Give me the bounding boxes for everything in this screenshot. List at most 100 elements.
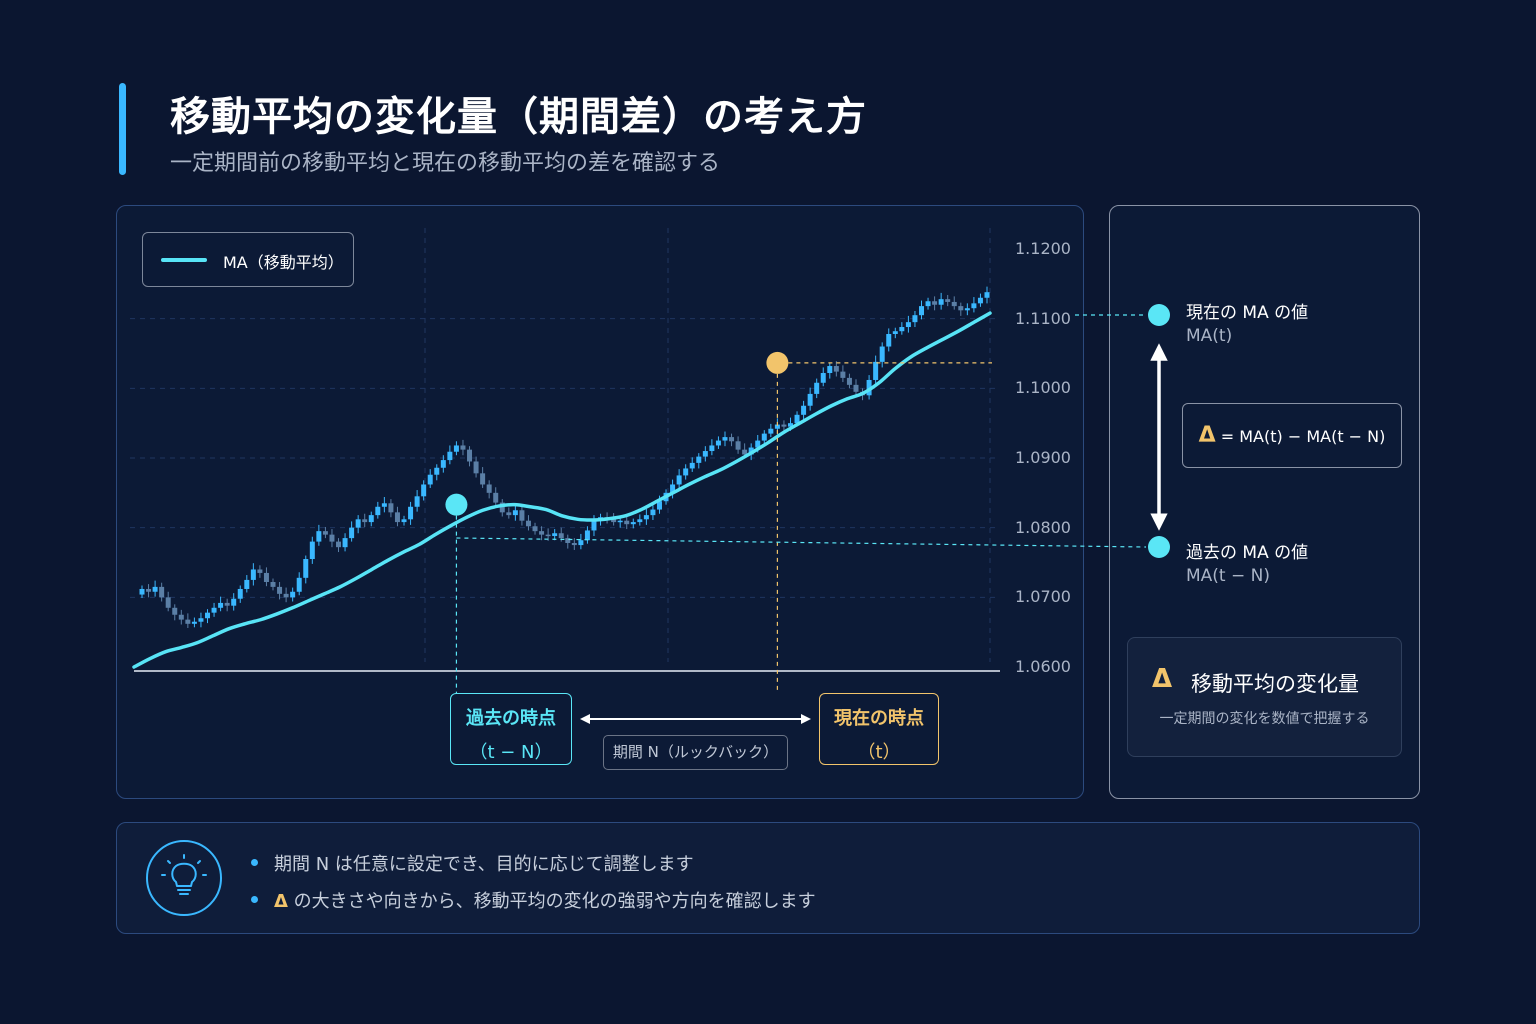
candle-body	[827, 366, 833, 374]
candle-body	[729, 437, 735, 442]
delta-info-card: Δ 移動平均の変化量 一定期間の変化を数値で把握する	[1127, 637, 1402, 757]
delta-symbol: Δ	[1198, 423, 1216, 448]
candle-body	[525, 520, 531, 527]
candle-body	[755, 440, 761, 448]
candle-body	[178, 614, 184, 620]
candle-body	[873, 361, 879, 380]
page-subtitle: 一定期間前の移動平均と現在の移動平均の差を確認する	[170, 151, 721, 176]
note-delta-symbol: Δ	[274, 891, 288, 912]
candle-body	[558, 533, 564, 539]
candle-body	[971, 303, 977, 309]
candle-body	[198, 618, 204, 622]
candle-body	[152, 586, 158, 592]
y-tick-label: 1.0900	[1015, 448, 1071, 467]
candle-body	[840, 371, 846, 378]
candle-body	[309, 541, 315, 560]
candle-body	[440, 460, 446, 468]
candle-body	[814, 382, 820, 394]
candle-body	[283, 593, 289, 598]
candle-body	[296, 577, 302, 592]
candle-body	[224, 602, 230, 606]
y-tick-label: 1.1000	[1015, 378, 1071, 398]
current-time-label: 現在の時点	[834, 708, 924, 729]
candle-body	[434, 467, 440, 475]
current-ma-sub: MA(t)	[1186, 326, 1233, 346]
candle-body	[499, 502, 505, 513]
candle-body	[630, 522, 636, 525]
candle-body	[362, 519, 368, 523]
marker-guides	[455, 314, 1147, 693]
candle-body	[617, 520, 623, 523]
candle-body	[984, 292, 990, 298]
candle-body	[447, 451, 453, 461]
current-ma-label: 現在の MA の値	[1186, 303, 1309, 323]
candle-body	[951, 301, 957, 307]
candle-body	[912, 315, 918, 323]
y-tick-label: 1.0600	[1015, 657, 1071, 676]
candle-body	[958, 306, 964, 311]
current-ma-marker	[766, 351, 789, 374]
candle-body	[453, 445, 459, 452]
candle-body	[656, 501, 662, 510]
candle-body	[191, 621, 197, 624]
candle-body	[303, 559, 309, 578]
candle-body	[591, 520, 597, 531]
candle-body	[552, 533, 558, 537]
candle-body	[650, 509, 656, 516]
candle-body	[545, 534, 551, 537]
info-description: 一定期間の変化を数値で把握する	[1159, 711, 1370, 727]
candle-body	[322, 531, 328, 535]
candle-body	[349, 527, 355, 539]
candle-body	[905, 322, 911, 328]
candle-body	[853, 384, 859, 392]
lightbulb-icon	[146, 840, 222, 916]
candle-body	[886, 333, 892, 347]
candle-body	[696, 456, 702, 463]
candle-body	[401, 519, 407, 523]
candle-body	[938, 299, 944, 305]
candle-body	[355, 519, 361, 528]
candle-body	[414, 496, 420, 507]
candle-body	[945, 299, 951, 302]
y-tick-label: 1.0800	[1015, 517, 1071, 537]
y-tick-label: 1.1100	[1015, 308, 1071, 328]
chart-legend: MA（移動平均）	[142, 232, 354, 287]
candle-body	[375, 506, 381, 516]
candle-body	[139, 588, 145, 595]
candle-body	[427, 474, 433, 485]
candle-body	[722, 437, 728, 441]
candle-body	[787, 423, 793, 427]
title-accent-bar	[119, 83, 126, 175]
candle-body	[820, 373, 826, 383]
past-ma-marker	[445, 493, 468, 516]
candle-body	[532, 526, 538, 532]
candle-body	[774, 424, 780, 429]
candle-body	[637, 519, 643, 523]
candle-body	[316, 531, 322, 542]
info-title: 移動平均の変化量	[1191, 672, 1359, 696]
delta-formula-text: = MA(t) − MA(t − N)	[1215, 427, 1386, 446]
candle-body	[159, 586, 165, 598]
candle-body	[670, 484, 676, 493]
candle-body	[172, 607, 178, 615]
past-time-box: 過去の時点 （t − N）	[450, 693, 572, 765]
candle-body	[761, 433, 767, 441]
candle-body	[643, 515, 649, 520]
legend-swatch	[161, 258, 207, 262]
candle-body	[329, 534, 335, 542]
candle-body	[250, 569, 256, 580]
candle-body	[879, 346, 885, 362]
candle-body	[394, 512, 400, 523]
candle-body	[611, 519, 617, 523]
candle-body	[381, 503, 387, 507]
candle-body	[709, 445, 715, 452]
past-time-sub: （t − N）	[469, 742, 553, 763]
note-bullet-1: 期間 N は任意に設定でき、目的に応じて調整します	[251, 850, 694, 876]
candle-body	[460, 445, 466, 450]
candle-body	[519, 510, 525, 521]
candle-body	[493, 492, 499, 503]
candle-body	[467, 449, 473, 462]
candle-body	[146, 588, 152, 592]
candle-body	[211, 607, 217, 613]
